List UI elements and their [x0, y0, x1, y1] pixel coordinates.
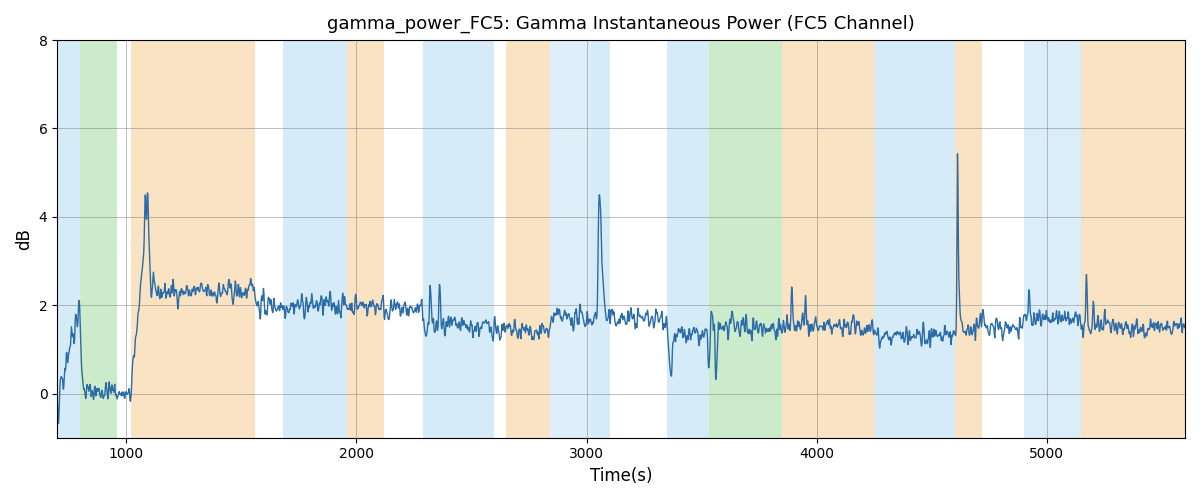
Bar — [550, 40, 592, 438]
Bar — [58, 40, 80, 438]
Bar — [875, 40, 955, 438]
Bar — [131, 40, 256, 438]
Bar — [1024, 40, 1081, 438]
Bar — [424, 40, 494, 438]
Bar — [80, 40, 116, 438]
Title: gamma_power_FC5: Gamma Instantaneous Power (FC5 Channel): gamma_power_FC5: Gamma Instantaneous Pow… — [328, 15, 914, 34]
Bar — [347, 40, 384, 438]
Bar — [708, 40, 782, 438]
Bar — [592, 40, 600, 438]
Bar — [506, 40, 550, 438]
X-axis label: Time(s): Time(s) — [590, 467, 653, 485]
Bar — [782, 40, 875, 438]
Y-axis label: dB: dB — [16, 228, 34, 250]
Bar — [283, 40, 347, 438]
Bar — [1081, 40, 1186, 438]
Bar — [600, 40, 610, 438]
Bar — [667, 40, 708, 438]
Bar — [955, 40, 983, 438]
